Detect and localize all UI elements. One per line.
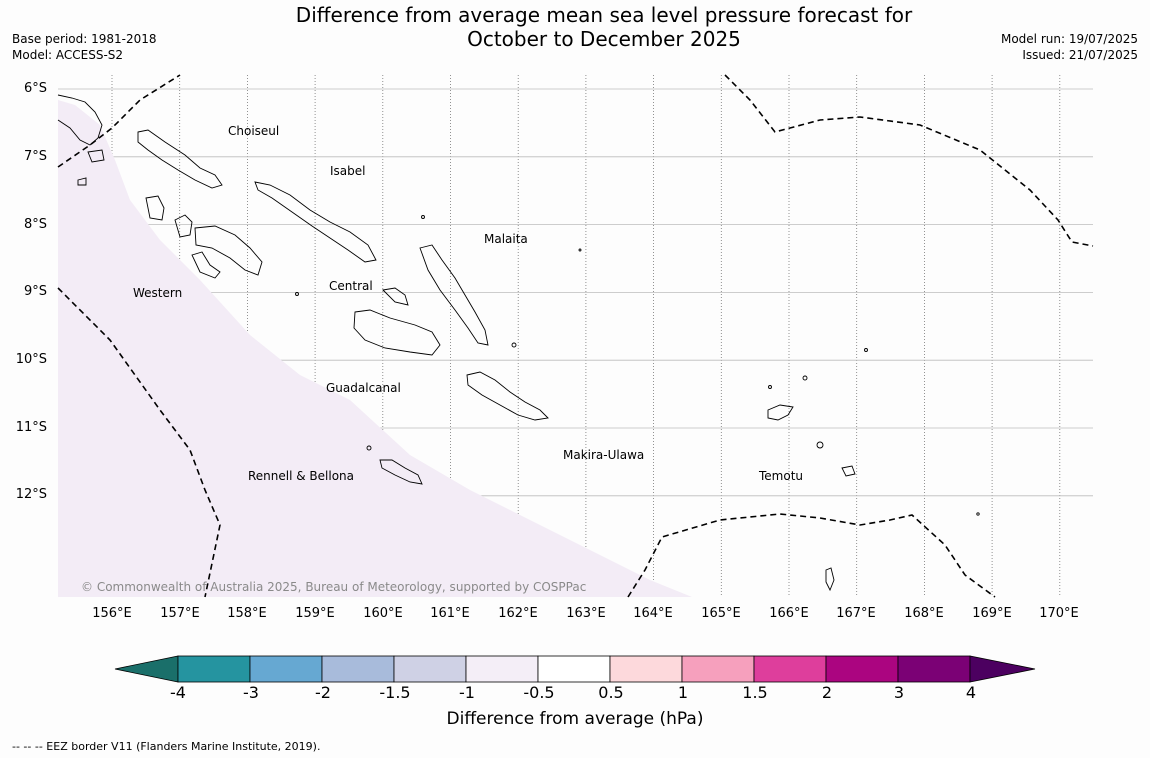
colorbar-bin: [537, 655, 611, 683]
lat-label: 9°S: [23, 284, 47, 299]
region-label: Temotu: [759, 469, 804, 483]
copyright-notice: © Commonwealth of Australia 2025, Bureau…: [81, 580, 587, 594]
colorbar-tick: -0.5: [523, 683, 555, 702]
meta-right: Model run: 19/07/2025 Issued: 21/07/2025: [1001, 31, 1138, 63]
lon-label: 160°E: [363, 606, 403, 621]
title-line-2: October to December 2025: [467, 27, 741, 51]
small-islets: [295, 215, 980, 516]
lon-label: 158°E: [227, 606, 267, 621]
lon-label: 162°E: [498, 606, 538, 621]
region-label: Makira-Ulawa: [563, 448, 645, 462]
colorbar-extend-min: [114, 655, 179, 683]
lon-label: 166°E: [769, 606, 809, 621]
islands: [57, 94, 856, 592]
lon-label: 164°E: [633, 606, 673, 621]
region-label: Choiseul: [228, 124, 280, 138]
colorbar-tick: 1: [677, 683, 689, 702]
gridlines: [58, 75, 1093, 597]
colorbar-tick: -1: [459, 683, 475, 702]
lat-label: 6°S: [23, 81, 47, 96]
issued-date: Issued: 21/07/2025: [1022, 48, 1138, 62]
region-label: Guadalcanal: [326, 381, 401, 395]
lon-label: 161°E: [430, 606, 470, 621]
colorbar-tick: -1.5: [379, 683, 411, 702]
colorbar-bin: [393, 655, 467, 683]
colorbar-tick: -2: [315, 683, 331, 702]
lat-label: 11°S: [15, 420, 47, 435]
eez-borders: [57, 74, 1094, 598]
lat-label: 7°S: [23, 149, 47, 164]
colorbar-bin: [177, 655, 251, 683]
colorbar-tick: -3: [243, 683, 259, 702]
colorbar-title: Difference from average (hPa): [446, 709, 704, 729]
lon-label: 156°E: [92, 606, 132, 621]
colorbar-bin: [249, 655, 323, 683]
lat-label: 8°S: [23, 217, 47, 232]
base-period: Base period: 1981-2018: [12, 32, 157, 46]
lon-label: 165°E: [701, 606, 741, 621]
lon-label: 170°E: [1039, 606, 1079, 621]
colorbar-tick: -4: [170, 683, 186, 702]
meta-left: Base period: 1981-2018 Model: ACCESS-S2: [12, 31, 157, 63]
lon-label: 167°E: [836, 606, 876, 621]
colorbar-bin: [825, 655, 899, 683]
region-label: Malaita: [484, 232, 528, 246]
lon-label: 168°E: [904, 606, 944, 621]
lon-label: 157°E: [160, 606, 200, 621]
eez-footnote: -- -- -- EEZ border V11 (Flanders Marine…: [12, 740, 321, 753]
model-run: Model run: 19/07/2025: [1000, 32, 1138, 46]
lat-label: 10°S: [15, 352, 47, 367]
colorbar: [114, 655, 1036, 683]
region-label: Western: [133, 286, 183, 300]
region-label: Isabel: [330, 164, 366, 178]
colorbar-bin: [897, 655, 971, 683]
colorbar-bin: [609, 655, 683, 683]
colorbar-tick: 0.5: [598, 683, 624, 702]
colorbar-tick: 1.5: [742, 683, 768, 702]
colorbar-bin: [465, 655, 539, 683]
colorbar-bin: [321, 655, 395, 683]
colorbar-tick: 3: [893, 683, 905, 702]
colorbar-bin: [681, 655, 755, 683]
lon-label: 163°E: [566, 606, 606, 621]
region-label: Central: [329, 279, 373, 293]
anomaly-shading: [58, 100, 692, 597]
lat-label: 12°S: [15, 487, 47, 502]
lon-label: 169°E: [972, 606, 1012, 621]
colorbar-tick: 4: [965, 683, 977, 702]
lon-label: 159°E: [295, 606, 335, 621]
colorbar-tick: 2: [821, 683, 833, 702]
chart-title: Difference from average mean sea level p…: [0, 3, 1150, 51]
title-line-1: Difference from average mean sea level p…: [295, 3, 913, 27]
region-label: Rennell & Bellona: [248, 469, 355, 483]
model-name: Model: ACCESS-S2: [12, 48, 124, 62]
colorbar-bin: [753, 655, 827, 683]
colorbar-extend-max: [969, 655, 1036, 683]
